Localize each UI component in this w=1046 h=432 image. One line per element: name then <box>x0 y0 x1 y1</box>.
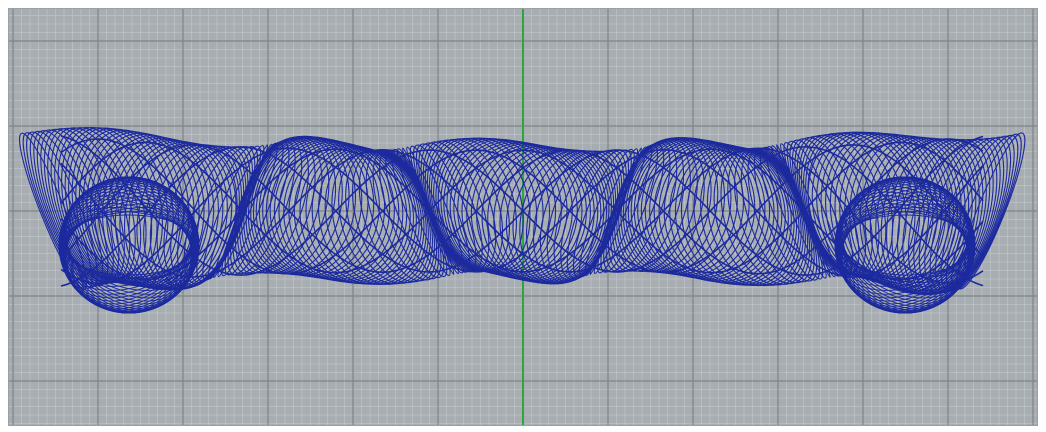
wire-ring <box>693 147 798 286</box>
wire-longitudinal-curve <box>60 141 984 274</box>
wire-ring <box>649 141 771 281</box>
wireframe-surface[interactable] <box>10 118 1035 337</box>
wire-longitudinal-curve <box>60 135 984 287</box>
wire-ring <box>22 132 93 289</box>
wire-longitudinal-curve <box>60 147 984 284</box>
wire-longitudinal-curve <box>60 135 984 287</box>
lobe-left-outer <box>60 211 198 279</box>
lobe-right-outer <box>836 211 974 279</box>
wire-ring <box>956 132 1026 290</box>
wire-longitudinal-curve <box>60 147 984 284</box>
wire-ring <box>311 147 420 285</box>
lobe-right-outer <box>837 207 973 283</box>
wire-longitudinal-curve <box>60 138 984 275</box>
viewport-canvas[interactable] <box>9 9 1038 426</box>
wire-ring <box>669 144 786 285</box>
wire-ring <box>202 145 262 281</box>
rhino-front-viewport[interactable] <box>8 8 1038 426</box>
wire-longitudinal-curve <box>60 148 984 281</box>
lobe-left-outer <box>61 207 197 283</box>
wire-ring <box>29 130 104 287</box>
wire-longitudinal-curve <box>60 138 984 275</box>
wire-ring <box>449 139 568 277</box>
